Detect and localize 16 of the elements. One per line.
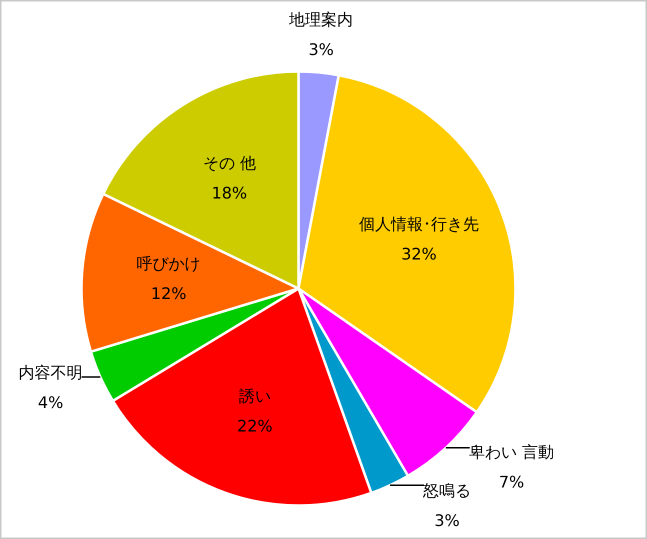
- data-label: 3%: [434, 511, 460, 530]
- data-label: 7%: [498, 472, 524, 492]
- slice-label: 誘い: [238, 386, 271, 406]
- data-label: 22%: [237, 416, 273, 436]
- slice-label: 個人情報･行き先: [358, 214, 479, 234]
- slice-label: その 他: [202, 154, 256, 173]
- data-label: 32%: [401, 244, 437, 264]
- slice-label: 地理案内: [288, 10, 354, 30]
- data-label: 4%: [38, 393, 64, 412]
- data-label: 18%: [212, 184, 248, 203]
- slice-label: 怒鳴る: [422, 481, 472, 500]
- data-label: 12%: [150, 284, 186, 303]
- slice-label: 卑わい 言動: [469, 442, 554, 462]
- slice-label: 内容不明: [18, 363, 83, 382]
- data-label: 3%: [308, 40, 334, 60]
- slice-label: 呼びかけ: [136, 254, 201, 273]
